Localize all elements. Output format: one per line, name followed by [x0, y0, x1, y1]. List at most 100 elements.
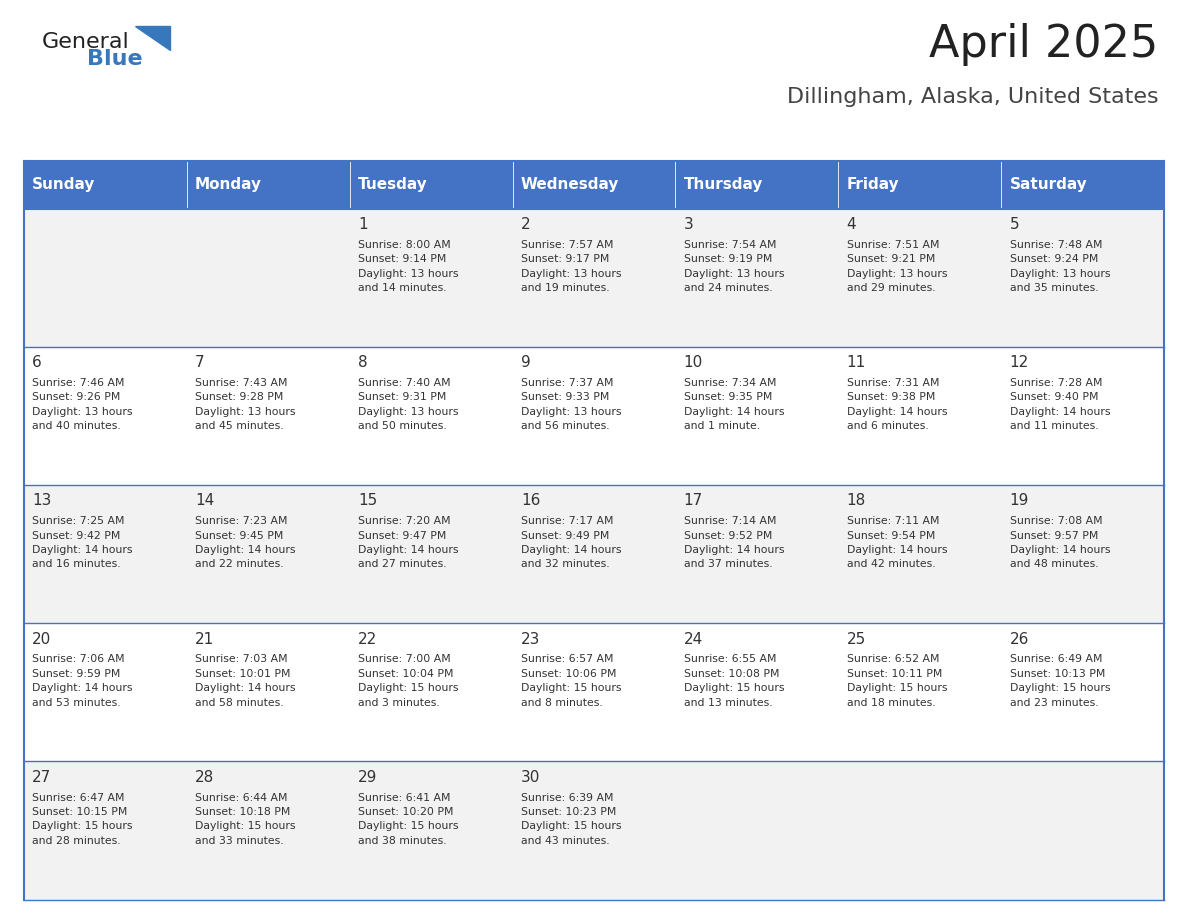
- Text: Sunrise: 7:54 AM
Sunset: 9:19 PM
Daylight: 13 hours
and 24 minutes.: Sunrise: 7:54 AM Sunset: 9:19 PM Dayligh…: [684, 240, 784, 293]
- Text: Sunrise: 7:14 AM
Sunset: 9:52 PM
Daylight: 14 hours
and 37 minutes.: Sunrise: 7:14 AM Sunset: 9:52 PM Dayligh…: [684, 516, 784, 569]
- Bar: [24, 208, 187, 347]
- Text: Sunrise: 6:57 AM
Sunset: 10:06 PM
Daylight: 15 hours
and 8 minutes.: Sunrise: 6:57 AM Sunset: 10:06 PM Daylig…: [520, 655, 621, 708]
- Bar: [187, 347, 349, 485]
- Bar: [676, 347, 839, 485]
- Bar: [24, 761, 187, 900]
- Text: Sunrise: 6:39 AM
Sunset: 10:23 PM
Daylight: 15 hours
and 43 minutes.: Sunrise: 6:39 AM Sunset: 10:23 PM Daylig…: [520, 792, 621, 845]
- Bar: [349, 623, 512, 761]
- Text: 2: 2: [520, 217, 531, 232]
- Text: 19: 19: [1010, 493, 1029, 509]
- Bar: [24, 623, 187, 761]
- Text: 1: 1: [358, 217, 367, 232]
- Text: Sunrise: 6:41 AM
Sunset: 10:20 PM
Daylight: 15 hours
and 38 minutes.: Sunrise: 6:41 AM Sunset: 10:20 PM Daylig…: [358, 792, 459, 845]
- Text: Monday: Monday: [195, 177, 263, 192]
- Text: 23: 23: [520, 632, 541, 646]
- Bar: [349, 485, 512, 623]
- Text: 5: 5: [1010, 217, 1019, 232]
- Bar: [839, 485, 1001, 623]
- Bar: [676, 623, 839, 761]
- Text: Sunrise: 7:43 AM
Sunset: 9:28 PM
Daylight: 13 hours
and 45 minutes.: Sunrise: 7:43 AM Sunset: 9:28 PM Dayligh…: [195, 378, 296, 431]
- Text: 17: 17: [684, 493, 703, 509]
- Text: 10: 10: [684, 355, 703, 370]
- Bar: [349, 161, 512, 208]
- Text: Sunrise: 7:57 AM
Sunset: 9:17 PM
Daylight: 13 hours
and 19 minutes.: Sunrise: 7:57 AM Sunset: 9:17 PM Dayligh…: [520, 240, 621, 293]
- Bar: [839, 161, 1001, 208]
- Bar: [839, 208, 1001, 347]
- Text: 6: 6: [32, 355, 42, 370]
- Text: 7: 7: [195, 355, 204, 370]
- Text: General: General: [42, 32, 129, 52]
- Text: 11: 11: [847, 355, 866, 370]
- Text: Friday: Friday: [847, 177, 899, 192]
- Bar: [187, 208, 349, 347]
- Text: 29: 29: [358, 769, 378, 785]
- Bar: [839, 347, 1001, 485]
- Text: Sunrise: 6:44 AM
Sunset: 10:18 PM
Daylight: 15 hours
and 33 minutes.: Sunrise: 6:44 AM Sunset: 10:18 PM Daylig…: [195, 792, 296, 845]
- Bar: [512, 623, 676, 761]
- Bar: [839, 623, 1001, 761]
- Text: 26: 26: [1010, 632, 1029, 646]
- Bar: [24, 161, 187, 208]
- Bar: [676, 208, 839, 347]
- Bar: [512, 761, 676, 900]
- Text: Sunrise: 7:17 AM
Sunset: 9:49 PM
Daylight: 14 hours
and 32 minutes.: Sunrise: 7:17 AM Sunset: 9:49 PM Dayligh…: [520, 516, 621, 569]
- Bar: [187, 161, 349, 208]
- Bar: [24, 347, 187, 485]
- Text: Sunrise: 7:23 AM
Sunset: 9:45 PM
Daylight: 14 hours
and 22 minutes.: Sunrise: 7:23 AM Sunset: 9:45 PM Dayligh…: [195, 516, 296, 569]
- Text: Wednesday: Wednesday: [520, 177, 619, 192]
- Text: 20: 20: [32, 632, 51, 646]
- Bar: [1001, 208, 1164, 347]
- Text: 28: 28: [195, 769, 214, 785]
- Text: Sunrise: 7:00 AM
Sunset: 10:04 PM
Daylight: 15 hours
and 3 minutes.: Sunrise: 7:00 AM Sunset: 10:04 PM Daylig…: [358, 655, 459, 708]
- Polygon shape: [135, 26, 170, 50]
- Bar: [512, 485, 676, 623]
- Bar: [512, 347, 676, 485]
- Bar: [349, 347, 512, 485]
- Text: Sunrise: 6:49 AM
Sunset: 10:13 PM
Daylight: 15 hours
and 23 minutes.: Sunrise: 6:49 AM Sunset: 10:13 PM Daylig…: [1010, 655, 1110, 708]
- Text: Sunrise: 7:20 AM
Sunset: 9:47 PM
Daylight: 14 hours
and 27 minutes.: Sunrise: 7:20 AM Sunset: 9:47 PM Dayligh…: [358, 516, 459, 569]
- Text: Sunday: Sunday: [32, 177, 95, 192]
- Bar: [187, 761, 349, 900]
- Text: Sunrise: 7:03 AM
Sunset: 10:01 PM
Daylight: 14 hours
and 58 minutes.: Sunrise: 7:03 AM Sunset: 10:01 PM Daylig…: [195, 655, 296, 708]
- Text: Dillingham, Alaska, United States: Dillingham, Alaska, United States: [786, 87, 1158, 107]
- Text: Sunrise: 6:55 AM
Sunset: 10:08 PM
Daylight: 15 hours
and 13 minutes.: Sunrise: 6:55 AM Sunset: 10:08 PM Daylig…: [684, 655, 784, 708]
- Text: 24: 24: [684, 632, 703, 646]
- Bar: [24, 485, 187, 623]
- Text: Sunrise: 7:11 AM
Sunset: 9:54 PM
Daylight: 14 hours
and 42 minutes.: Sunrise: 7:11 AM Sunset: 9:54 PM Dayligh…: [847, 516, 947, 569]
- Text: 27: 27: [32, 769, 51, 785]
- Bar: [1001, 761, 1164, 900]
- Text: 14: 14: [195, 493, 214, 509]
- Text: 21: 21: [195, 632, 214, 646]
- Bar: [1001, 347, 1164, 485]
- Bar: [1001, 623, 1164, 761]
- Text: 15: 15: [358, 493, 377, 509]
- Bar: [349, 208, 512, 347]
- Text: Sunrise: 7:34 AM
Sunset: 9:35 PM
Daylight: 14 hours
and 1 minute.: Sunrise: 7:34 AM Sunset: 9:35 PM Dayligh…: [684, 378, 784, 431]
- Bar: [349, 761, 512, 900]
- Text: Sunrise: 7:25 AM
Sunset: 9:42 PM
Daylight: 14 hours
and 16 minutes.: Sunrise: 7:25 AM Sunset: 9:42 PM Dayligh…: [32, 516, 133, 569]
- Bar: [512, 161, 676, 208]
- Text: 25: 25: [847, 632, 866, 646]
- Text: 8: 8: [358, 355, 367, 370]
- Text: Sunrise: 7:06 AM
Sunset: 9:59 PM
Daylight: 14 hours
and 53 minutes.: Sunrise: 7:06 AM Sunset: 9:59 PM Dayligh…: [32, 655, 133, 708]
- Text: 16: 16: [520, 493, 541, 509]
- Text: 4: 4: [847, 217, 857, 232]
- Text: Sunrise: 7:46 AM
Sunset: 9:26 PM
Daylight: 13 hours
and 40 minutes.: Sunrise: 7:46 AM Sunset: 9:26 PM Dayligh…: [32, 378, 133, 431]
- Text: Sunrise: 7:40 AM
Sunset: 9:31 PM
Daylight: 13 hours
and 50 minutes.: Sunrise: 7:40 AM Sunset: 9:31 PM Dayligh…: [358, 378, 459, 431]
- Text: 13: 13: [32, 493, 51, 509]
- Text: April 2025: April 2025: [929, 23, 1158, 66]
- Text: Sunrise: 7:28 AM
Sunset: 9:40 PM
Daylight: 14 hours
and 11 minutes.: Sunrise: 7:28 AM Sunset: 9:40 PM Dayligh…: [1010, 378, 1110, 431]
- Bar: [512, 208, 676, 347]
- Bar: [187, 623, 349, 761]
- Text: 9: 9: [520, 355, 531, 370]
- Text: Thursday: Thursday: [684, 177, 763, 192]
- Bar: [1001, 161, 1164, 208]
- Text: Saturday: Saturday: [1010, 177, 1087, 192]
- Bar: [187, 485, 349, 623]
- Text: Sunrise: 7:37 AM
Sunset: 9:33 PM
Daylight: 13 hours
and 56 minutes.: Sunrise: 7:37 AM Sunset: 9:33 PM Dayligh…: [520, 378, 621, 431]
- Text: 12: 12: [1010, 355, 1029, 370]
- Text: Sunrise: 6:52 AM
Sunset: 10:11 PM
Daylight: 15 hours
and 18 minutes.: Sunrise: 6:52 AM Sunset: 10:11 PM Daylig…: [847, 655, 947, 708]
- Text: Sunrise: 7:48 AM
Sunset: 9:24 PM
Daylight: 13 hours
and 35 minutes.: Sunrise: 7:48 AM Sunset: 9:24 PM Dayligh…: [1010, 240, 1110, 293]
- Text: 30: 30: [520, 769, 541, 785]
- Text: Sunrise: 7:08 AM
Sunset: 9:57 PM
Daylight: 14 hours
and 48 minutes.: Sunrise: 7:08 AM Sunset: 9:57 PM Dayligh…: [1010, 516, 1110, 569]
